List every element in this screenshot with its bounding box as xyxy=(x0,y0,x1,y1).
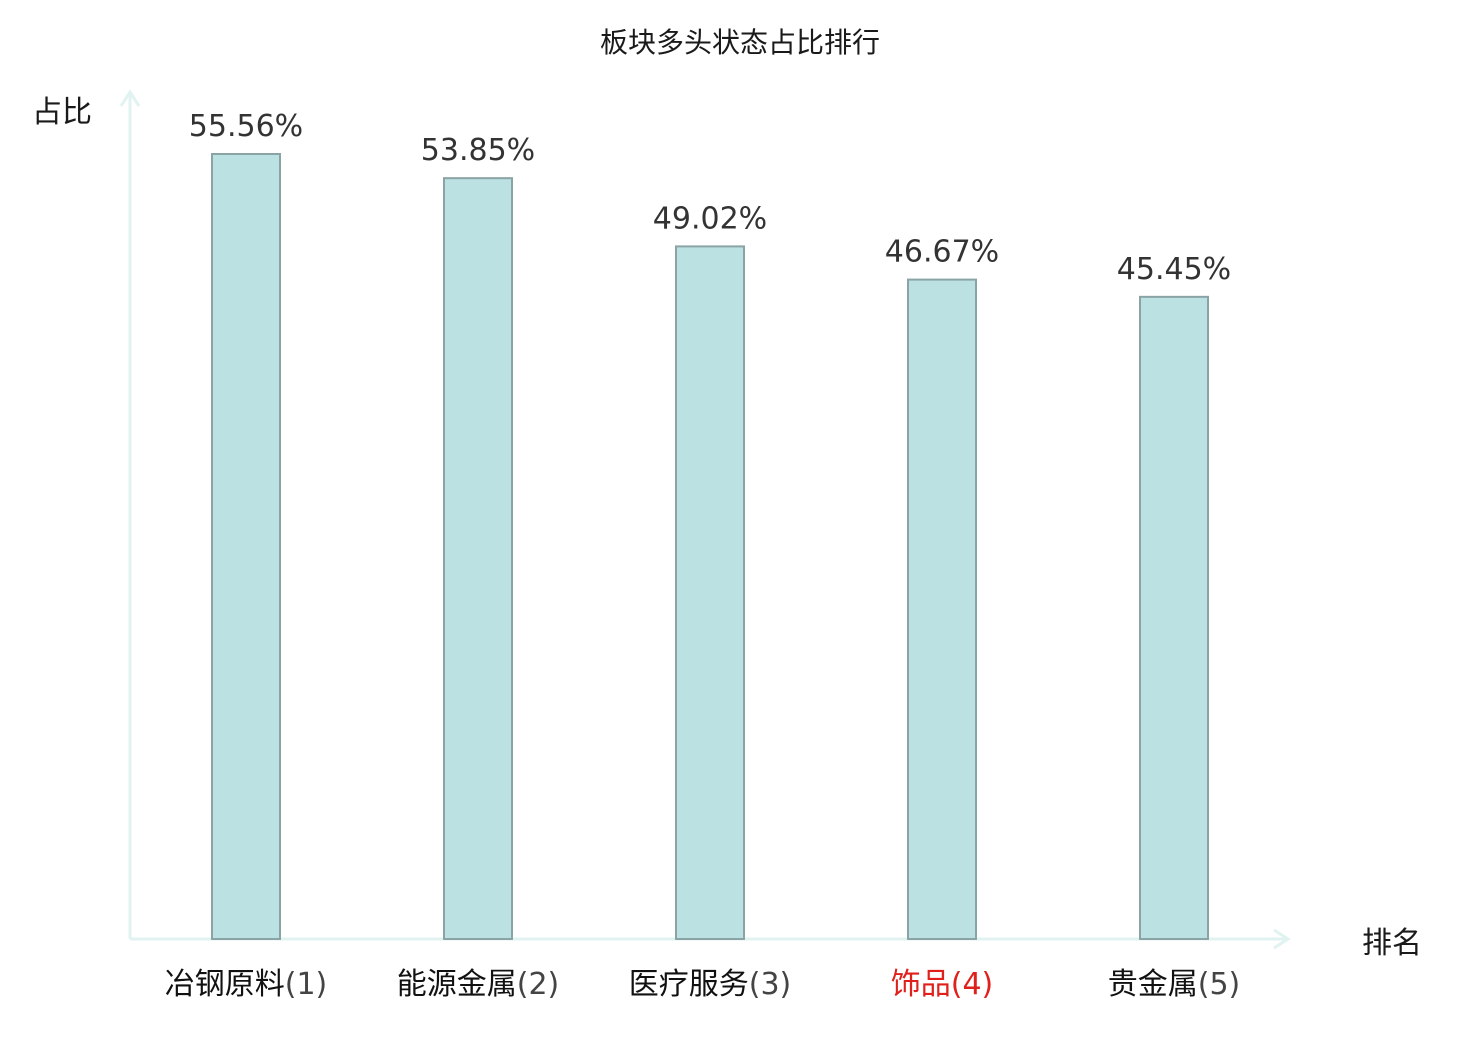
category-labels-group: 冶钢原料(1) 能源金属(2) 医疗服务(3) 饰品(4) 贵金属(5) xyxy=(165,967,1241,1002)
category-name: 冶钢原料 xyxy=(165,967,285,1002)
category-rank: (5) xyxy=(1198,967,1241,1002)
category-label: 冶钢原料(1) xyxy=(165,967,328,1002)
category-name: 饰品 xyxy=(891,967,951,1002)
category-rank: (1) xyxy=(285,967,328,1002)
category-name: 医疗服务 xyxy=(629,967,749,1002)
bar xyxy=(1139,295,1209,940)
value-label: 53.85% xyxy=(421,133,535,168)
category-rank: (3) xyxy=(749,967,792,1002)
y-axis-label: 占比 xyxy=(32,95,92,130)
category-rank: (4) xyxy=(951,967,994,1002)
category-label: 贵金属(5) xyxy=(1108,967,1241,1002)
category-name: 贵金属 xyxy=(1108,967,1198,1002)
bars-group xyxy=(211,153,1209,941)
bar xyxy=(907,278,977,940)
value-label: 49.02% xyxy=(653,201,767,236)
category-rank: (2) xyxy=(517,967,560,1002)
value-label: 46.67% xyxy=(885,235,999,270)
value-label: 45.45% xyxy=(1117,252,1231,287)
category-name: 能源金属 xyxy=(397,967,517,1002)
value-label: 55.56% xyxy=(189,109,303,144)
bar xyxy=(443,177,513,941)
x-axis-label: 排名 xyxy=(1362,926,1422,961)
bar xyxy=(675,245,745,940)
value-labels-group: 55.56% 53.85% 49.02% 46.67% 45.45% xyxy=(189,109,1231,287)
chart-title: 板块多头状态占比排行 xyxy=(600,26,880,59)
category-label: 医疗服务(3) xyxy=(629,967,792,1002)
category-label: 饰品(4) xyxy=(891,967,994,1002)
x-axis-arrow-icon xyxy=(1273,928,1291,950)
bar xyxy=(211,153,281,940)
y-axis-arrow-icon xyxy=(119,89,141,107)
category-label: 能源金属(2) xyxy=(397,967,560,1002)
